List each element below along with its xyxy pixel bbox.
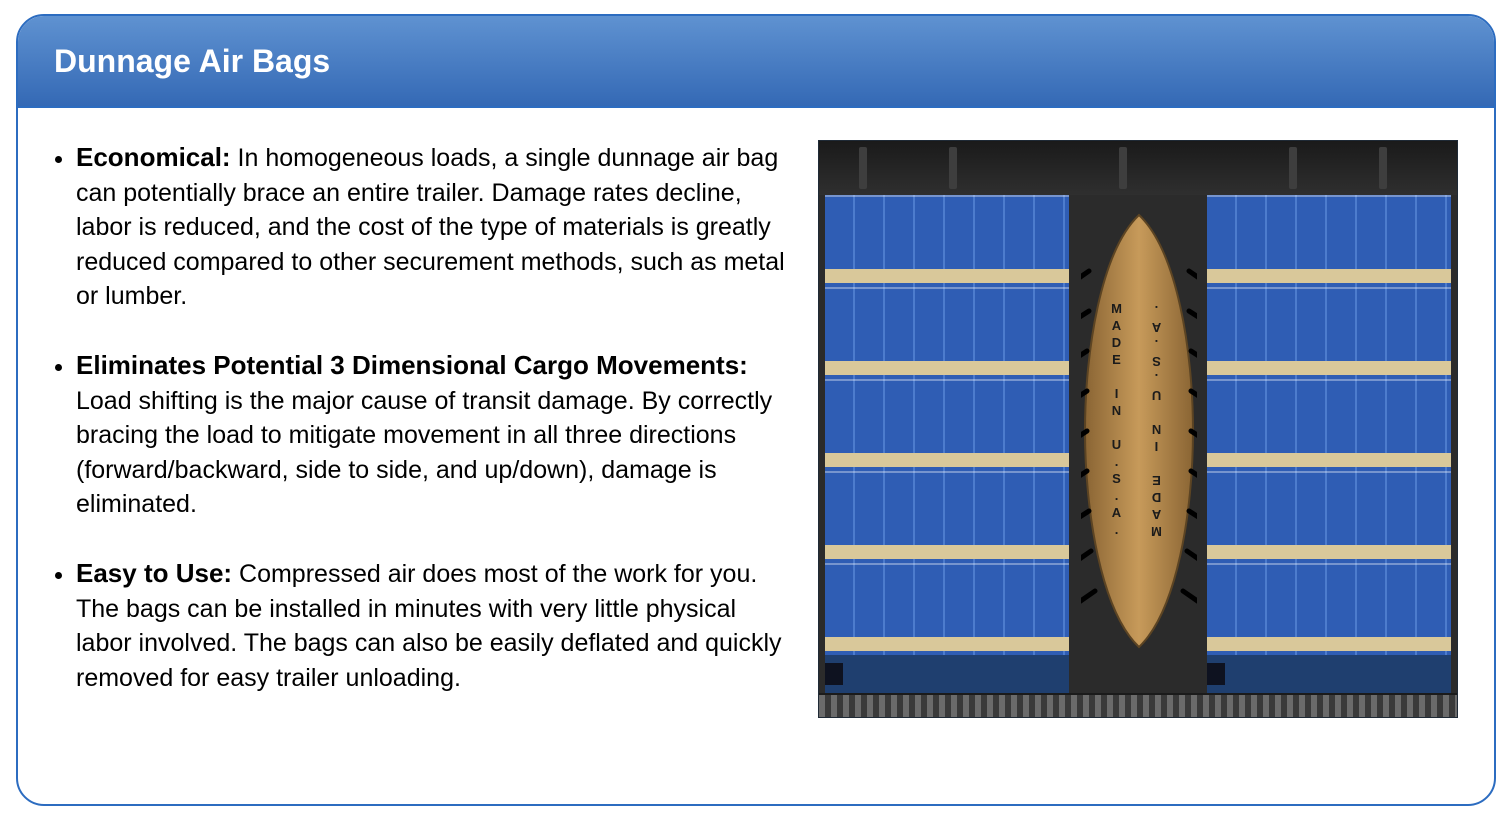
bullet-label: Economical:: [76, 142, 231, 172]
pallet-base-left: [825, 655, 1069, 693]
bullet-label: Eliminates Potential 3 Dimensional Cargo…: [76, 350, 748, 380]
bullet-item: Easy to Use: Compressed air does most of…: [76, 556, 794, 695]
dunnage-airbag: MADE IN U.S.A. MADE IN U.S.A.: [1081, 211, 1197, 651]
bullet-label: Easy to Use:: [76, 558, 232, 588]
card-title: Dunnage Air Bags: [54, 43, 330, 80]
text-column: Economical: In homogeneous loads, a sing…: [46, 140, 794, 776]
bullet-item: Economical: In homogeneous loads, a sing…: [76, 140, 794, 314]
pallet-stack-right: [1207, 195, 1451, 655]
bullet-text: Load shifting is the major cause of tran…: [76, 387, 772, 519]
bullet-item: Eliminates Potential 3 Dimensional Cargo…: [76, 348, 794, 522]
card-body: Economical: In homogeneous loads, a sing…: [18, 108, 1494, 804]
trailer-ceiling: [819, 141, 1457, 195]
airbag-label-left: MADE IN U.S.A.: [1109, 301, 1124, 539]
info-card: Dunnage Air Bags Economical: In homogene…: [16, 14, 1496, 806]
pallet-stack-left: [825, 195, 1069, 655]
airbag-label-right: MADE IN U.S.A.: [1149, 301, 1164, 539]
airbag-icon: [1081, 211, 1197, 651]
illustration-dunnage-airbag: MADE IN U.S.A. MADE IN U.S.A.: [818, 140, 1458, 718]
bullet-list: Economical: In homogeneous loads, a sing…: [46, 140, 794, 695]
card-header: Dunnage Air Bags: [18, 16, 1494, 108]
trailer-floor: [819, 693, 1457, 717]
pallet-base-right: [1207, 655, 1451, 693]
